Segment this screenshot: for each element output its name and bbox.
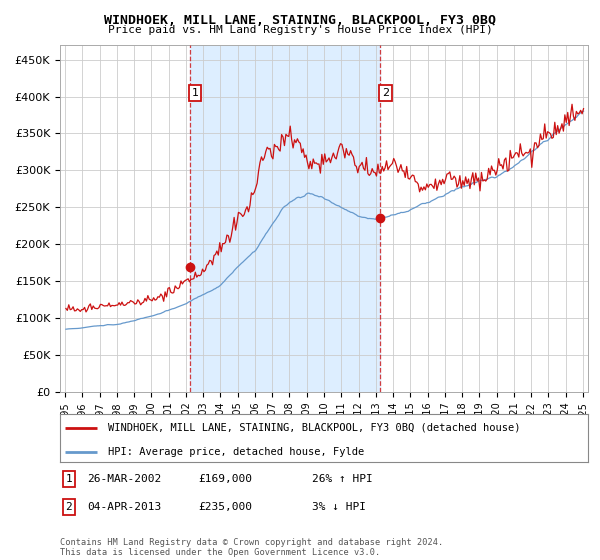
Text: 1: 1 (65, 474, 73, 484)
Text: HPI: Average price, detached house, Fylde: HPI: Average price, detached house, Fyld… (107, 446, 364, 456)
Text: £235,000: £235,000 (198, 502, 252, 512)
Text: 26% ↑ HPI: 26% ↑ HPI (312, 474, 373, 484)
Text: 2: 2 (382, 88, 389, 98)
Text: £169,000: £169,000 (198, 474, 252, 484)
Text: 3% ↓ HPI: 3% ↓ HPI (312, 502, 366, 512)
Bar (190, 45, 380, 392)
Text: 04-APR-2013: 04-APR-2013 (87, 502, 161, 512)
Text: WINDHOEK, MILL LANE, STAINING, BLACKPOOL, FY3 0BQ (detached house): WINDHOEK, MILL LANE, STAINING, BLACKPOOL… (107, 423, 520, 433)
Text: 1: 1 (191, 88, 199, 98)
Text: Price paid vs. HM Land Registry's House Price Index (HPI): Price paid vs. HM Land Registry's House … (107, 25, 493, 35)
Text: Contains HM Land Registry data © Crown copyright and database right 2024.
This d: Contains HM Land Registry data © Crown c… (60, 538, 443, 557)
Text: 2: 2 (65, 502, 73, 512)
Text: 26-MAR-2002: 26-MAR-2002 (87, 474, 161, 484)
Bar (574, 45, 588, 392)
Text: WINDHOEK, MILL LANE, STAINING, BLACKPOOL, FY3 0BQ: WINDHOEK, MILL LANE, STAINING, BLACKPOOL… (104, 14, 496, 27)
